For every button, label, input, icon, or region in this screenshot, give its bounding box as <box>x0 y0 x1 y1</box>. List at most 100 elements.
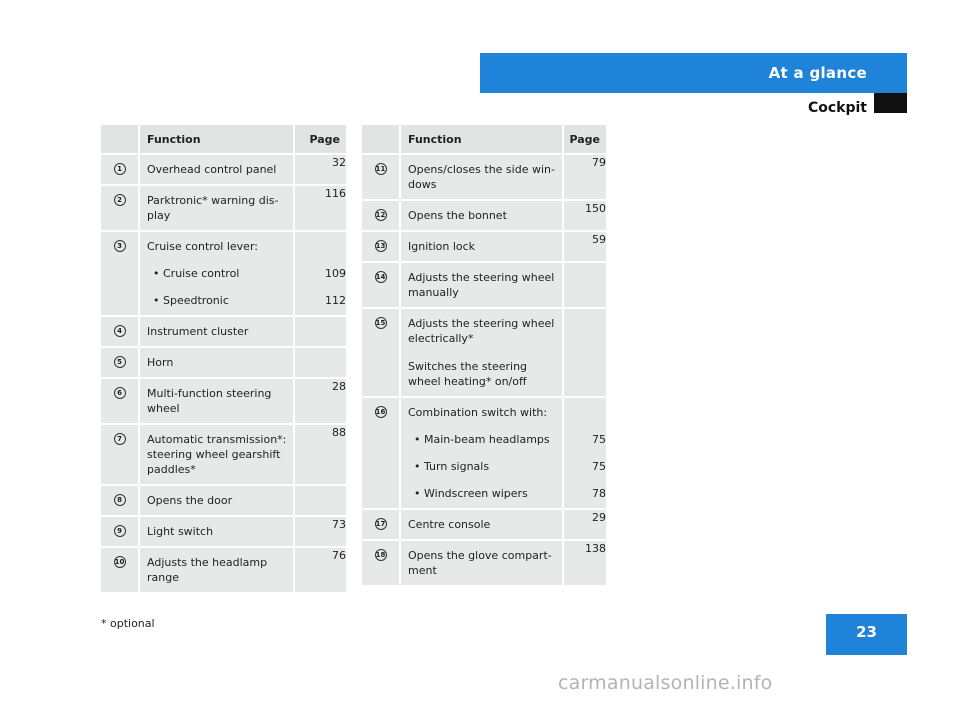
function-cell: Opens/closes the side win-dows <box>401 155 564 199</box>
table-row: 1 Overhead control panel 32 <box>101 155 346 184</box>
function-cell: Automatic transmission*: steering wheel g… <box>140 425 295 484</box>
page-number-box: 23 <box>826 614 907 655</box>
function-cell: Multi-function steering wheel <box>140 379 295 423</box>
page-cell: 73 <box>295 517 346 546</box>
page-cell: 88 <box>295 425 346 484</box>
item-number-cell: 18 <box>362 541 401 585</box>
page-number-ref <box>564 309 606 316</box>
function-text: Horn <box>147 356 174 369</box>
function-text: Multi-function steering <box>147 387 272 400</box>
function-text: dows <box>408 178 437 191</box>
function-text: Parktronic* warning dis- <box>147 194 279 207</box>
item-number-icon: 5 <box>113 356 126 368</box>
item-number-cell: 5 <box>101 348 140 377</box>
function-cell: Adjusts the steering wheel manually <box>401 263 564 307</box>
function-cell: Adjusts the headlamp range <box>140 548 295 592</box>
function-cell: Adjusts the steering wheel electrically* S… <box>401 309 564 396</box>
table-row: 18 Opens the glove compart-ment 138 <box>362 541 606 585</box>
item-number-icon: 7 <box>113 433 126 445</box>
page-cell: 76 <box>295 548 346 592</box>
sub-item-page: 109 <box>325 267 346 280</box>
header-number-cell <box>362 125 401 153</box>
function-text: manually <box>408 286 459 299</box>
function-text: paddles* <box>147 463 196 476</box>
table-row: 15 Adjusts the steering wheel electrically… <box>362 309 606 396</box>
page-cell <box>295 486 346 515</box>
item-number-icon: 16 <box>374 406 387 418</box>
page-cell: 109 112 <box>295 232 346 315</box>
item-number-cell: 6 <box>101 379 140 423</box>
function-text: Opens the bonnet <box>408 209 507 222</box>
table-header-row: Function Page <box>362 125 606 153</box>
section-title: At a glance <box>768 64 867 82</box>
header-function: Function <box>401 125 564 153</box>
table-row: 6 Multi-function steering wheel 28 <box>101 379 346 423</box>
page-number-ref: 138 <box>585 542 606 555</box>
function-cell: Light switch <box>140 517 295 546</box>
function-cell: Opens the bonnet <box>401 201 564 230</box>
function-text: Light switch <box>147 525 214 538</box>
function-text: Adjusts the steering wheel <box>408 271 555 284</box>
page-number-ref <box>295 348 346 355</box>
page-number-ref: 79 <box>592 156 606 169</box>
function-text: Switches the steering <box>408 360 528 373</box>
item-number-cell: 13 <box>362 232 401 261</box>
page-cell: 59 <box>564 232 606 261</box>
page-number-ref: 32 <box>332 156 346 169</box>
page-cell: 28 <box>295 379 346 423</box>
sub-item-page: 78 <box>592 487 606 500</box>
item-number-icon: 3 <box>113 240 126 252</box>
page-cell: 79 <box>564 155 606 199</box>
item-number-cell: 14 <box>362 263 401 307</box>
function-cell: Centre console <box>401 510 564 539</box>
table-row: 17 Centre console 29 <box>362 510 606 539</box>
item-number-icon: 4 <box>113 325 126 337</box>
page-cell: 138 <box>564 541 606 585</box>
item-number-cell: 2 <box>101 186 140 230</box>
sub-item-label: Cruise control <box>147 266 287 281</box>
page-cell: 150 <box>564 201 606 230</box>
page-cell: 75 75 78 <box>564 398 606 508</box>
header-page: Page <box>564 125 606 153</box>
page-number-ref: 59 <box>592 233 606 246</box>
page-number-ref: 88 <box>332 426 346 439</box>
function-text: Centre console <box>408 518 491 531</box>
function-text: Adjusts the steering wheel <box>408 317 555 330</box>
item-number-icon: 1 <box>113 163 126 175</box>
page-number: 23 <box>856 623 877 641</box>
sub-item-label: Windscreen wipers <box>408 486 556 501</box>
function-cell: Overhead control panel <box>140 155 295 184</box>
table-row: 10 Adjusts the headlamp range 76 <box>101 548 346 592</box>
item-number-icon: 9 <box>113 525 126 537</box>
page-number-ref <box>295 486 346 493</box>
item-number-icon: 6 <box>113 387 126 399</box>
page-cell <box>564 309 606 396</box>
table-row: 12 Opens the bonnet 150 <box>362 201 606 230</box>
page-number-ref: 76 <box>332 549 346 562</box>
table-row: 13 Ignition lock 59 <box>362 232 606 261</box>
item-number-icon: 10 <box>113 556 126 568</box>
function-cell: Parktronic* warning dis-play <box>140 186 295 230</box>
header-function: Function <box>140 125 295 153</box>
item-number-icon: 17 <box>374 518 387 530</box>
right-reference-table: Function Page 11 Opens/closes the side wi… <box>362 123 606 587</box>
function-text: ment <box>408 564 437 577</box>
table-row: 2 Parktronic* warning dis-play 116 <box>101 186 346 230</box>
sub-item-page: 75 <box>592 460 606 473</box>
item-number-icon: 18 <box>374 549 387 561</box>
table-row: 14 Adjusts the steering wheel manually <box>362 263 606 307</box>
item-number-cell: 8 <box>101 486 140 515</box>
item-number-icon: 2 <box>113 194 126 206</box>
page-number-ref: 150 <box>585 202 606 215</box>
function-text: wheel <box>147 402 180 415</box>
function-text: Opens the glove compart- <box>408 549 552 562</box>
sub-item-page: 112 <box>325 294 346 307</box>
function-text: Cruise control lever: <box>147 240 258 253</box>
function-text: Ignition lock <box>408 240 476 253</box>
item-number-cell: 3 <box>101 232 140 315</box>
page-cell: 29 <box>564 510 606 539</box>
item-number-cell: 11 <box>362 155 401 199</box>
page-cell <box>564 263 606 307</box>
table-row: 9 Light switch 73 <box>101 517 346 546</box>
table-row: 5 Horn <box>101 348 346 377</box>
